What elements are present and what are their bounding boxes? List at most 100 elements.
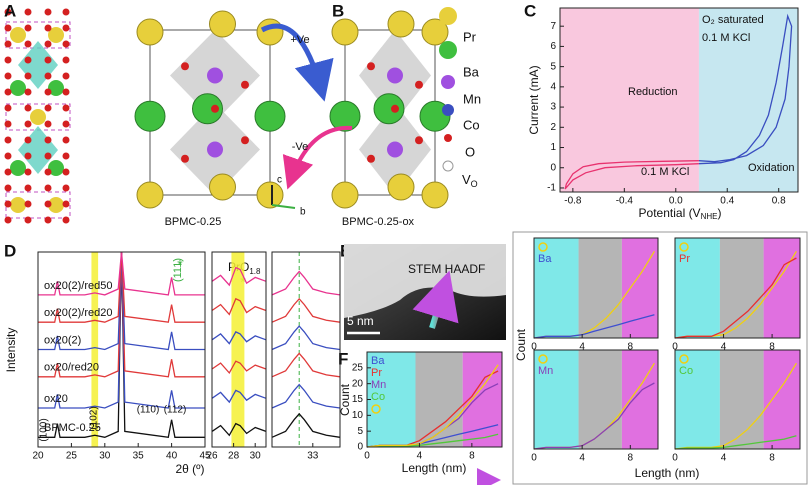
label-end: ) <box>717 206 721 220</box>
legend-swatch <box>439 7 457 25</box>
series-line <box>211 331 267 345</box>
series-label: ox20/red20 <box>44 362 99 374</box>
y-axis-label: Count <box>514 328 528 361</box>
element-label: O <box>465 144 475 159</box>
x-tick-label: 8 <box>769 342 775 353</box>
atom <box>331 181 359 209</box>
element-label: Co <box>463 117 480 132</box>
atom <box>4 136 12 144</box>
atom <box>48 80 64 96</box>
atom <box>4 72 12 80</box>
region <box>415 352 463 447</box>
atom <box>387 10 415 38</box>
x-tick-label: 4 <box>721 453 727 464</box>
label-main: 2θ (º) <box>175 462 204 476</box>
label-sub: 1.8 <box>249 267 261 276</box>
atom <box>4 216 12 224</box>
axis-label: c <box>277 175 282 186</box>
atom <box>62 216 70 224</box>
x-tick-label: 20 <box>32 451 44 462</box>
series-label: ox20(2)/red20 <box>44 307 113 319</box>
y-axis-label: Count <box>338 383 352 416</box>
atom <box>4 56 12 64</box>
atom <box>62 24 70 32</box>
plane-label: (111) <box>172 258 184 282</box>
y-tick-label: 6 <box>550 41 556 52</box>
annotation: Oxidation <box>748 162 794 174</box>
element-label: Pr <box>463 29 477 44</box>
atom <box>387 141 403 158</box>
plot-frame <box>559 7 799 193</box>
atom <box>367 154 375 163</box>
atom <box>241 80 249 89</box>
atom <box>44 40 52 48</box>
atom <box>24 40 32 48</box>
x-tick-label: 25 <box>66 451 78 462</box>
atom <box>44 88 52 96</box>
panel-label: C <box>524 1 536 20</box>
atom <box>387 173 415 201</box>
label-sub: O <box>471 179 478 189</box>
plot-frame <box>271 251 341 448</box>
atom <box>10 197 26 213</box>
region <box>578 350 622 449</box>
series-line <box>211 266 267 287</box>
plot-frame <box>211 251 267 448</box>
annotation: 0.1 M KCl <box>702 32 750 44</box>
x-tick-label: -0.8 <box>564 196 582 207</box>
atom <box>254 100 286 132</box>
atom <box>62 120 70 128</box>
legend-swatch <box>442 104 454 116</box>
plot-frame <box>674 237 801 339</box>
legend-label: Pr <box>679 253 690 265</box>
structure-art <box>4 7 457 224</box>
series-label: ox20(2) <box>44 334 81 346</box>
y-tick-label: 0 <box>357 442 363 453</box>
region <box>621 238 658 338</box>
x-tick-label: 35 <box>133 451 145 462</box>
atom <box>136 18 164 46</box>
region <box>719 350 764 449</box>
panel-label: B <box>332 1 344 20</box>
x-tick-label: 30 <box>99 451 111 462</box>
series-line <box>38 251 205 351</box>
atom <box>62 136 70 144</box>
atom <box>421 18 449 46</box>
legend-swatch <box>442 160 454 172</box>
peak-label: (100) <box>39 418 50 441</box>
label-sub: NHE <box>701 212 718 221</box>
y-tick-label: 5 <box>357 426 363 437</box>
x-tick-label: 8 <box>628 342 634 353</box>
legend-swatch <box>441 75 455 89</box>
arrow <box>282 125 353 190</box>
legend-swatch <box>679 354 689 364</box>
atom <box>44 168 52 176</box>
atom <box>207 67 223 84</box>
atom <box>24 120 32 128</box>
series-line <box>271 325 341 351</box>
series-line <box>38 251 205 409</box>
atom <box>387 67 403 84</box>
panel-frame <box>512 231 808 485</box>
y-axis-label: Current (mA) <box>527 65 541 134</box>
element-label: Ba <box>463 64 480 79</box>
series-line <box>211 389 267 404</box>
atom <box>207 141 223 158</box>
x-tick-label: 30 <box>250 451 262 462</box>
series-line <box>698 13 793 165</box>
y-tick-label: 4 <box>550 81 556 92</box>
x-tick-label: 45 <box>199 451 211 462</box>
x-tick-label: 26 <box>206 451 218 462</box>
y-tick-label: 2 <box>550 122 556 133</box>
arrow-label: -Ve <box>292 141 309 153</box>
label-main: V <box>462 172 471 187</box>
legend-label: Ba <box>538 253 552 265</box>
atom <box>4 184 12 192</box>
y-tick-label: 15 <box>352 394 364 405</box>
peak-label: (110) <box>137 405 160 416</box>
atom <box>367 62 375 71</box>
plot-frame <box>533 349 659 450</box>
series-line <box>674 257 797 339</box>
structure-label: BPMC-0.25 <box>165 216 222 228</box>
